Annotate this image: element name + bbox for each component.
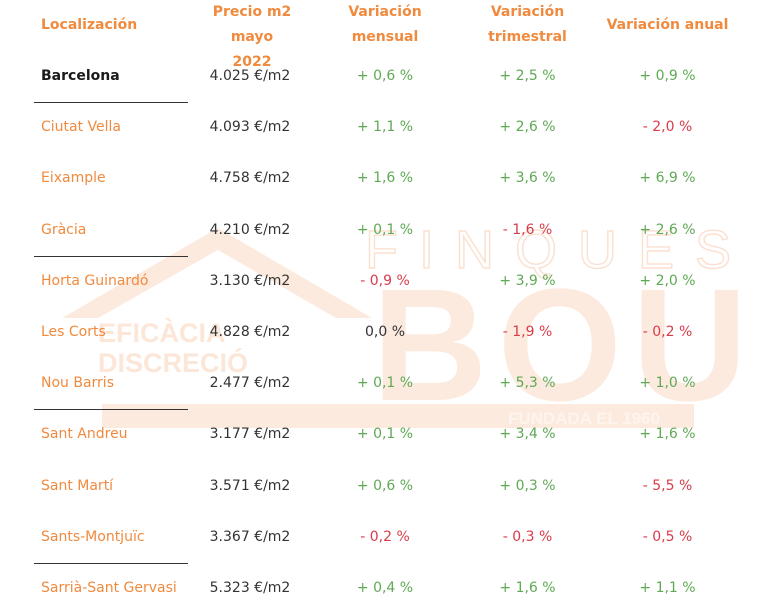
cell-quarterly-variation: + 3,6 % (499, 170, 556, 186)
cell-annual-variation: - 0,5 % (642, 529, 693, 545)
cell-location: Sant Martí (41, 478, 114, 494)
header-location: Localización (41, 17, 138, 33)
cell-monthly-variation: + 0,1 % (356, 222, 414, 238)
cell-price: 4.758 €/m2 (209, 170, 291, 186)
cell-price: 2.477 €/m2 (209, 375, 291, 391)
cell-location: Sant Andreu (41, 426, 128, 442)
header-monthly-line1: Variación (348, 4, 422, 20)
header-price: Precio m2 mayo 2022 (190, 0, 314, 75)
row-divider (34, 102, 188, 103)
cell-annual-variation: + 2,0 % (639, 273, 696, 289)
cell-monthly-variation: + 0,1 % (356, 375, 414, 391)
cell-quarterly-variation: + 1,6 % (499, 580, 556, 596)
header-price-line2: 2022 (232, 54, 272, 70)
cell-location: Horta Guinardó (41, 273, 149, 289)
cell-monthly-variation: 0,0 % (364, 324, 406, 340)
cell-location: Gràcia (41, 222, 87, 238)
cell-price: 4.828 €/m2 (209, 324, 291, 340)
row-divider (34, 256, 188, 257)
cell-annual-variation: - 2,0 % (642, 119, 693, 135)
cell-monthly-variation: + 0,4 % (356, 580, 414, 596)
header-quarterly-line1: Variación (490, 4, 565, 20)
cell-quarterly-variation: + 5,3 % (499, 375, 556, 391)
cell-annual-variation: - 0,2 % (642, 324, 693, 340)
header-annual: Variación anual (606, 17, 729, 33)
header-monthly-line2: mensual (351, 29, 419, 45)
cell-quarterly-variation: - 1,9 % (502, 324, 553, 340)
row-divider (34, 409, 188, 410)
cell-monthly-variation: + 0,6 % (356, 68, 414, 84)
cell-quarterly-variation: - 1,6 % (502, 222, 553, 238)
cell-price: 3.571 €/m2 (209, 478, 291, 494)
header-price-line1: Precio m2 mayo (212, 4, 292, 45)
cell-location: Sarrià-Sant Gervasi (41, 580, 177, 596)
cell-monthly-variation: + 0,1 % (356, 426, 414, 442)
header-quarterly: Variación trimestral (475, 0, 580, 50)
cell-quarterly-variation: + 0,3 % (499, 478, 556, 494)
cell-annual-variation: + 2,6 % (639, 222, 696, 238)
cell-quarterly-variation: + 3,4 % (499, 426, 556, 442)
cell-location: Ciutat Vella (41, 119, 122, 135)
cell-annual-variation: + 1,6 % (639, 426, 696, 442)
cell-quarterly-variation: - 0,3 % (502, 529, 553, 545)
cell-annual-variation: + 1,1 % (639, 580, 696, 596)
cell-quarterly-variation: + 3,9 % (499, 273, 556, 289)
cell-annual-variation: - 5,5 % (642, 478, 693, 494)
cell-location: Sants-Montjuïc (41, 529, 145, 545)
cell-monthly-variation: - 0,9 % (360, 273, 410, 289)
header-quarterly-line2: trimestral (488, 29, 567, 45)
cell-monthly-variation: + 0,6 % (356, 478, 414, 494)
cell-location: Barcelona (41, 68, 120, 84)
cell-quarterly-variation: + 2,6 % (499, 119, 556, 135)
cell-price: 4.093 €/m2 (209, 119, 291, 135)
cell-annual-variation: + 0,9 % (639, 68, 696, 84)
cell-monthly-variation: + 1,1 % (356, 119, 414, 135)
cell-price: 4.025 €/m2 (209, 68, 291, 84)
cell-location: Nou Barris (41, 375, 114, 391)
cell-location: Les Corts (41, 324, 106, 340)
cell-monthly-variation: - 0,2 % (360, 529, 410, 545)
cell-monthly-variation: + 1,6 % (356, 170, 414, 186)
cell-annual-variation: + 6,9 % (639, 170, 696, 186)
cell-price: 3.367 €/m2 (209, 529, 291, 545)
cell-annual-variation: + 1,0 % (639, 375, 696, 391)
cell-location: Eixample (41, 170, 106, 186)
row-divider (34, 563, 188, 564)
cell-price: 3.177 €/m2 (209, 426, 291, 442)
header-monthly: Variación mensual (335, 0, 435, 50)
cell-price: 3.130 €/m2 (209, 273, 291, 289)
cell-price: 5.323 €/m2 (209, 580, 291, 596)
cell-price: 4.210 €/m2 (209, 222, 291, 238)
cell-quarterly-variation: + 2,5 % (499, 68, 556, 84)
